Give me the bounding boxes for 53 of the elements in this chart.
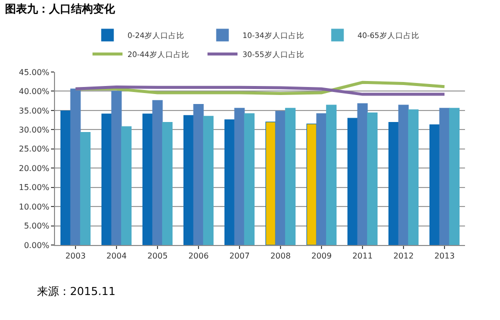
- y-tick-label: 10.00%: [18, 202, 50, 212]
- x-tick-label: 2005: [147, 252, 168, 261]
- line-series: [74, 85, 446, 96]
- x-tick-label: 2003: [65, 252, 86, 261]
- bar: [244, 113, 255, 245]
- bar: [449, 108, 460, 245]
- bar: [357, 103, 368, 245]
- bar: [224, 119, 235, 245]
- x-tick-label: 2009: [311, 252, 332, 261]
- bar: [203, 116, 214, 245]
- bar: [285, 108, 296, 245]
- bar: [347, 118, 358, 245]
- y-tick-label: 0.00%: [24, 240, 50, 250]
- bar: [121, 126, 132, 245]
- bar: [60, 110, 71, 245]
- bar: [234, 108, 245, 245]
- y-tick-label: 15.00%: [18, 183, 50, 192]
- chart-title: 图表九：人口结构变化: [5, 2, 116, 16]
- y-tick-label: 5.00%: [24, 222, 50, 231]
- x-tick-label: 2012: [393, 252, 414, 261]
- bar: [429, 124, 440, 245]
- bar: [152, 100, 163, 245]
- bar: [367, 112, 378, 245]
- y-tick-label: 35.00%: [18, 106, 50, 116]
- bar: [142, 114, 153, 245]
- x-tick-label: 2008: [270, 252, 291, 261]
- bar: [326, 104, 337, 245]
- bar: [408, 109, 419, 245]
- x-tick-label: 2006: [188, 252, 209, 261]
- bar: [111, 90, 122, 245]
- y-tick-label: 45.00%: [18, 68, 50, 77]
- y-tick-label: 30.00%: [18, 125, 50, 134]
- source-note: 来源：2015.11: [37, 285, 116, 298]
- y-tick-label: 40.00%: [18, 87, 50, 96]
- y-tick-label: 20.00%: [18, 164, 50, 173]
- bar: [70, 88, 81, 245]
- bar: [193, 104, 204, 245]
- x-tick-label: 2013: [434, 252, 455, 261]
- bar: [439, 108, 450, 245]
- bar: [183, 115, 194, 245]
- bar: [388, 122, 399, 245]
- bar: [398, 104, 409, 245]
- bar: [316, 113, 327, 245]
- bar: [80, 132, 91, 245]
- bar: [101, 114, 112, 245]
- x-tick-label: 2011: [352, 252, 373, 261]
- y-tick-label: 25.00%: [18, 144, 50, 154]
- x-tick-label: 2007: [229, 252, 250, 261]
- x-tick-label: 2004: [106, 252, 127, 261]
- bar: [162, 122, 173, 245]
- bar: [265, 122, 276, 245]
- bar: [306, 124, 317, 245]
- bar: [275, 110, 286, 245]
